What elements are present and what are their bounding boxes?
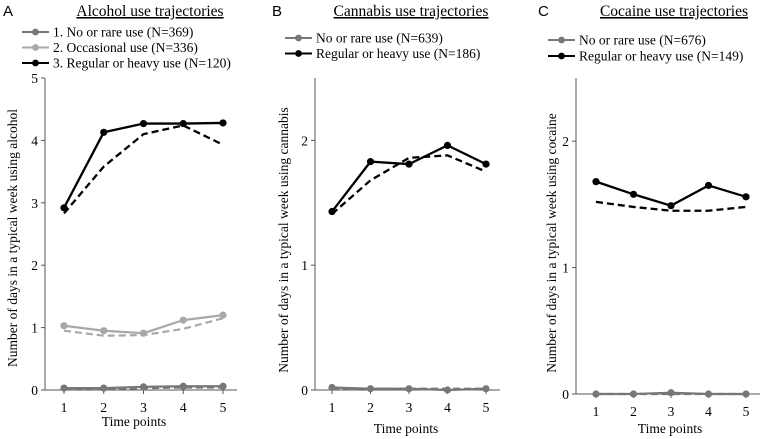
data-point [592, 178, 600, 186]
data-point [100, 327, 108, 335]
y-tick-label: 1 [31, 321, 38, 336]
data-point [592, 390, 600, 398]
data-point [366, 385, 375, 393]
data-point [405, 160, 413, 168]
data-point [328, 207, 336, 216]
data-point [100, 128, 108, 136]
series-estimated-line [63, 124, 224, 215]
x-tick-label: 5 [483, 400, 490, 415]
data-point [443, 141, 452, 149]
data-point [443, 386, 452, 394]
data-point [667, 202, 675, 210]
x-tick-label: 1 [329, 400, 336, 415]
x-tick-label: 4 [444, 400, 451, 415]
panel-label: A [3, 3, 13, 20]
data-point [179, 382, 187, 390]
y-tick-label: 2 [562, 134, 569, 149]
panel-cannabis: B Cannabis use trajectories Number of da… [272, 3, 500, 436]
x-tick-label: 3 [668, 404, 675, 419]
chart-title: Cocaine use trajectories [600, 3, 748, 20]
data-point [60, 384, 68, 392]
data-point [219, 119, 227, 127]
chart-title: Alcohol use trajectories [76, 3, 223, 20]
legend-marker [32, 59, 39, 67]
x-tick-label: 4 [180, 400, 187, 415]
legend-marker [32, 28, 39, 36]
x-tick-label: 3 [140, 400, 147, 415]
x-tick-label: 4 [705, 404, 712, 419]
series-observed-line [595, 180, 747, 207]
panel-label: B [272, 3, 282, 20]
data-point [482, 160, 490, 168]
x-tick-label: 5 [743, 404, 750, 419]
series-observed-line [331, 144, 487, 213]
legend-label: 1. No or rare use (N=369) [53, 25, 193, 40]
legend-marker [295, 34, 302, 42]
y-tick-label: 4 [31, 133, 38, 148]
legend-label: Regular or heavy use (N=149) [579, 49, 743, 64]
data-point [366, 158, 375, 166]
x-tick-label: 2 [100, 400, 107, 415]
y-axis-title: Number of days in a typical week using a… [5, 109, 20, 367]
series-estimated-line [595, 200, 747, 212]
legend-label: No or rare use (N=639) [316, 31, 443, 46]
legend-label: Regular or heavy use (N=186) [316, 46, 480, 61]
legend-marker [558, 52, 565, 60]
y-tick-label: 2 [31, 258, 38, 273]
data-point [742, 193, 750, 201]
y-tick-label: 2 [301, 133, 308, 148]
data-point [219, 382, 227, 390]
legend-marker [558, 36, 565, 44]
series-observed-line [62, 121, 224, 209]
data-point [139, 119, 148, 128]
x-axis-title: Time points [638, 421, 702, 436]
x-axis-title: Time points [102, 414, 166, 429]
data-point [328, 383, 336, 392]
data-point [704, 390, 713, 398]
x-axis-title: Time points [374, 421, 438, 436]
data-point [139, 329, 148, 337]
data-point [60, 204, 68, 212]
x-tick-label: 2 [630, 404, 637, 419]
y-tick-label: 1 [301, 258, 308, 273]
data-point [704, 181, 713, 190]
data-point [219, 311, 227, 319]
x-tick-label: 3 [406, 400, 413, 415]
data-point [179, 119, 187, 128]
chart-title: Cannabis use trajectories [334, 3, 489, 20]
legend-label: 2. Occasional use (N=336) [53, 40, 198, 55]
data-point [482, 385, 490, 393]
legend-marker [295, 50, 302, 57]
panel-alcohol: A Alcohol use trajectories Number of day… [3, 3, 237, 429]
panel-cocaine: C Cocaine use trajectories Number of day… [538, 3, 760, 436]
y-tick-label: 0 [301, 383, 308, 398]
series-estimated-line [331, 154, 487, 215]
data-point [667, 389, 675, 397]
data-point [100, 384, 108, 392]
panel-label: C [538, 3, 549, 20]
legend-marker [32, 44, 39, 51]
legend-label: 3. Regular or heavy use (N=120) [53, 56, 231, 71]
data-point [405, 385, 413, 393]
data-point [139, 383, 148, 391]
x-tick-label: 2 [367, 400, 374, 415]
x-tick-label: 5 [220, 400, 227, 415]
x-tick-label: 1 [61, 400, 68, 415]
y-tick-label: 5 [31, 71, 38, 86]
y-tick-label: 0 [562, 387, 569, 402]
legend-label: No or rare use (N=676) [579, 33, 706, 48]
y-axis-title: Number of days in a typical week using c… [276, 107, 291, 372]
data-point [629, 190, 638, 198]
data-point [742, 390, 750, 398]
y-tick-label: 3 [31, 196, 38, 211]
data-point [60, 322, 68, 330]
data-point [179, 316, 187, 324]
x-tick-label: 1 [593, 404, 600, 419]
y-tick-label: 1 [562, 261, 569, 276]
y-axis-title: Number of days in a typical week using c… [544, 113, 559, 372]
y-tick-label: 0 [31, 383, 38, 398]
data-point [629, 390, 638, 398]
